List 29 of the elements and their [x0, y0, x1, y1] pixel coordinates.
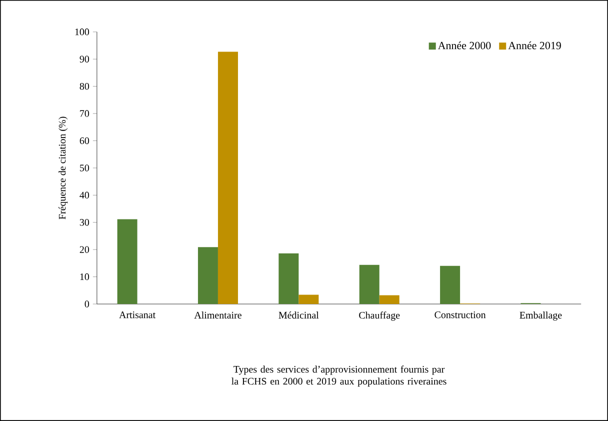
y-tick-label: 70: [80, 110, 90, 117]
legend-label: Année 2019: [508, 42, 561, 50]
y-tick-label: 40: [80, 192, 90, 199]
y-tick-label: 30: [80, 219, 90, 226]
y-tick-label: 100: [75, 28, 90, 36]
x-tick-label: Alimentaire: [194, 312, 242, 319]
y-tick-label: 0: [84, 300, 90, 308]
bar: [218, 52, 238, 304]
bar: [278, 253, 299, 304]
legend-label: Année 2000: [438, 42, 491, 50]
bar: [379, 295, 400, 304]
bar: [359, 264, 380, 304]
x-tick-label: Chauffage: [359, 312, 400, 321]
y-tick-label: 20: [80, 246, 90, 253]
y-tick-label: 10: [80, 273, 90, 280]
x-tick-label: Emballage: [520, 312, 562, 321]
x-tick-label: Médicinal: [278, 312, 319, 319]
bar: [117, 219, 138, 304]
x-tick-label: Artisanat: [119, 312, 156, 318]
y-tick-label: 50: [80, 164, 90, 172]
y-tick-label: 80: [80, 82, 90, 90]
x-tick-label: Construction: [434, 312, 486, 318]
y-tick-label: 90: [80, 56, 90, 63]
y-tick-label: 60: [80, 137, 90, 144]
bar: [440, 266, 460, 304]
x-axis-title: Types des services d’approvisionnement fournis par la FCHS en 2000 et 2019 aux populations riveraines: [232, 366, 446, 387]
y-axis-title: Fréquence de citation (%): [58, 116, 68, 220]
bar: [198, 247, 218, 304]
bar: [298, 294, 319, 304]
